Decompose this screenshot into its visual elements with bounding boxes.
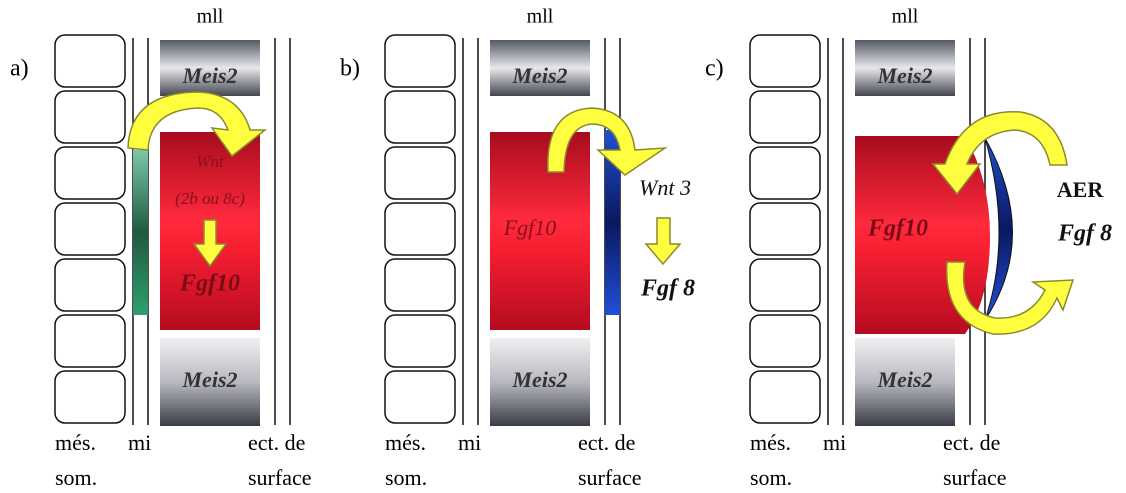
somite bbox=[55, 35, 125, 87]
somite bbox=[750, 203, 820, 255]
meis-bottom-label: Meis2 bbox=[877, 367, 933, 392]
panel: c) mll Meis2 Meis2 Fgf10 AER Fgf 8 més. som. mi ec… bbox=[705, 6, 1112, 490]
somite bbox=[385, 371, 455, 423]
mll-label: mll bbox=[527, 6, 554, 28]
meis-top-label: Meis2 bbox=[877, 63, 933, 88]
somite bbox=[55, 259, 125, 311]
region-label: més. bbox=[750, 430, 791, 455]
somite bbox=[750, 315, 820, 367]
somite bbox=[750, 147, 820, 199]
somite bbox=[750, 259, 820, 311]
diagram: a) mll Meis2 Meis2 Wnt (2b ou 8c) Fgf10 més. som… bbox=[0, 0, 1126, 493]
region-label: surface bbox=[943, 465, 1007, 490]
meis-top-label: Meis2 bbox=[182, 63, 238, 88]
gene-label: Wnt 3 bbox=[639, 175, 691, 200]
meis-bottom-label: Meis2 bbox=[182, 367, 238, 392]
somite bbox=[385, 203, 455, 255]
somite bbox=[750, 35, 820, 87]
region-label: mi bbox=[458, 430, 481, 455]
somite bbox=[385, 91, 455, 143]
region-label: ect. de bbox=[248, 430, 305, 455]
region-label: som. bbox=[750, 465, 792, 490]
gene-label: Fgf10 bbox=[503, 215, 557, 240]
meis-top-label: Meis2 bbox=[512, 63, 568, 88]
mll-label: mll bbox=[892, 6, 919, 28]
somite bbox=[385, 147, 455, 199]
meis-bottom-label: Meis2 bbox=[512, 367, 568, 392]
somite bbox=[750, 371, 820, 423]
somite bbox=[385, 259, 455, 311]
panel: b) mll Meis2 Meis2 Fgf10 Wnt 3 Fgf 8 més. som. mi… bbox=[340, 6, 695, 490]
gene-label: Wnt bbox=[196, 152, 225, 171]
gene-label: Fgf 8 bbox=[640, 276, 695, 302]
panel-label: b) bbox=[340, 56, 360, 82]
somite bbox=[55, 147, 125, 199]
region-label: som. bbox=[385, 465, 427, 490]
gene-label: Fgf10 bbox=[867, 216, 928, 242]
gene-label: Fgf10 bbox=[179, 271, 240, 297]
somite bbox=[750, 91, 820, 143]
panel-label: a) bbox=[10, 56, 29, 82]
panels: a) mll Meis2 Meis2 Wnt (2b ou 8c) Fgf10 més. som… bbox=[10, 6, 1112, 490]
panel: a) mll Meis2 Meis2 Wnt (2b ou 8c) Fgf10 més. som… bbox=[10, 6, 312, 490]
region-label: mi bbox=[823, 430, 846, 455]
mi-strip bbox=[133, 150, 148, 315]
region-label: ect. de bbox=[578, 430, 635, 455]
gene-label: Fgf 8 bbox=[1057, 221, 1112, 247]
somite bbox=[385, 315, 455, 367]
region-label: mi bbox=[128, 430, 151, 455]
region-label: som. bbox=[55, 465, 97, 490]
region-label: més. bbox=[55, 430, 96, 455]
panel-label: c) bbox=[705, 56, 724, 82]
somite bbox=[55, 315, 125, 367]
gene-label: AER bbox=[1057, 177, 1105, 202]
somite bbox=[55, 91, 125, 143]
region-label: més. bbox=[385, 430, 426, 455]
somite bbox=[55, 203, 125, 255]
arrow bbox=[646, 218, 680, 264]
somite bbox=[385, 35, 455, 87]
region-label: surface bbox=[578, 465, 642, 490]
region-label: ect. de bbox=[943, 430, 1000, 455]
gene-label: (2b ou 8c) bbox=[175, 189, 245, 208]
somite bbox=[55, 371, 125, 423]
region-label: surface bbox=[248, 465, 312, 490]
mll-label: mll bbox=[197, 6, 224, 28]
